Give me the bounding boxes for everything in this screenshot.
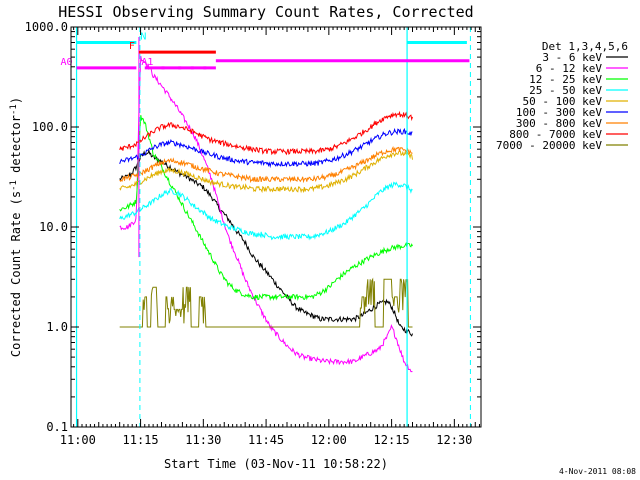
x-tick-label-6: 12:30 [436,433,472,447]
timestamp: 4-Nov-2011 08:08 [559,467,636,476]
legend-label-2: 12 - 25 keV [529,73,602,86]
marker-layer: NF A0 A1 [61,27,471,427]
x-tick-label-2: 11:30 [185,433,221,447]
attenuator-dot-3 [203,66,207,70]
y-axis-label: Corrected Count Rate (s-1 detector-1) [9,97,23,357]
chart-title: HESSI Observing Summary Count Rates, Cor… [58,3,473,21]
x-tick-label-5: 12:15 [374,433,410,447]
legend-label-1: 6 - 12 keV [536,62,603,75]
legend-label-7: 800 - 7000 keV [509,128,602,141]
flag-label-2: A0 [61,57,73,68]
legend-label-5: 100 - 300 keV [516,106,602,119]
attenuator-dot-0 [161,66,165,70]
attenuator-dot-1 [178,66,182,70]
x-axis-label: Start Time (03-Nov-11 10:58:22) [164,457,388,471]
legend-label-4: 50 - 100 keV [523,95,603,108]
series-line-4 [119,150,413,194]
axis-layer: 11:00 11:15 11:30 11:45 12:00 12:15 12:30 0.1 1.… [25,20,481,447]
plot-frame [70,26,482,428]
legend-label-8: 7000 - 20000 keV [496,139,602,152]
flag-label-0: N [140,31,146,42]
x-tick-label-4: 12:00 [311,433,347,447]
legend-label-3: 25 - 50 keV [529,84,602,97]
attenuator-dot-2 [190,66,194,70]
series-line-8 [119,277,413,328]
series-line-7 [119,110,413,156]
x-tick-label-0: 11:00 [60,433,96,447]
series-line-2 [119,115,413,302]
series-line-5 [119,127,413,169]
series-line-6 [119,145,413,184]
series-layer [119,55,413,373]
x-tick-label-3: 11:45 [248,433,284,447]
series-line-1 [119,55,413,373]
legend-label-0: 3 - 6 keV [542,51,602,64]
legend-label-6: 300 - 800 keV [516,117,602,130]
a1-label: A1 [141,57,153,68]
series-line-3 [119,181,413,241]
flag-label-1: F [129,41,135,52]
y-tick-label-1: 1.0 [46,320,68,334]
y-tick-label-4: 1000.0 [25,20,68,34]
x-tick-label-1: 11:15 [123,433,159,447]
y-tick-label-2: 10.0 [39,220,68,234]
y-tick-label-3: 100.0 [32,120,68,134]
legend-title: Det 1,3,4,5,6 [542,40,628,53]
y-tick-label-0: 0.1 [46,420,68,434]
